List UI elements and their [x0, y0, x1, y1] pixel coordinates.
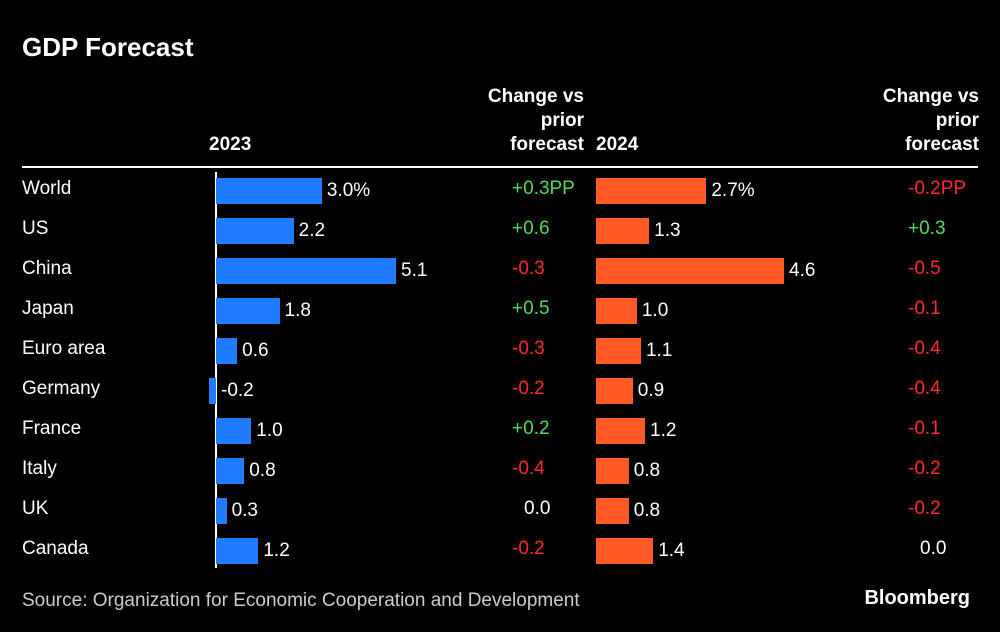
value-label: 1.2	[263, 540, 290, 561]
value-label: 1.3	[654, 220, 681, 241]
bar	[216, 258, 396, 284]
bar	[596, 298, 637, 324]
change-label: -0.2PP	[908, 178, 967, 199]
value-label: 3.0%	[326, 180, 371, 201]
bar	[596, 178, 707, 204]
value-label: 0.3	[231, 500, 258, 521]
change-label: -0.4	[512, 458, 545, 479]
zero-line	[215, 172, 217, 568]
bar	[596, 218, 650, 244]
change-label: -0.4	[908, 378, 941, 399]
category-label: Germany	[22, 378, 101, 399]
credit: Bloomberg	[864, 587, 970, 609]
value-label: 1.8	[284, 300, 311, 321]
source: Source: Organization for Economic Cooper…	[22, 590, 580, 611]
value-label: 1.1	[645, 340, 673, 361]
change-label: +0.3PP	[512, 178, 575, 199]
bar	[216, 298, 280, 324]
bar	[216, 178, 322, 204]
change-label: -0.2	[512, 378, 545, 399]
chart-title: GDP Forecast	[22, 32, 194, 62]
category-label: China	[22, 258, 72, 279]
column-header: 2023	[209, 134, 252, 155]
category-label: US	[22, 218, 49, 239]
column-header: 2024	[596, 134, 639, 155]
bar	[216, 418, 252, 444]
change-label: -0.3	[512, 258, 545, 279]
bar	[216, 338, 238, 364]
change-label: -0.4	[908, 338, 941, 359]
value-label: 1.0	[641, 300, 669, 321]
change-label: -0.1	[908, 298, 941, 319]
bar	[216, 218, 294, 244]
change-header: Change vs prior forecast	[882, 86, 979, 155]
value-label: 0.8	[633, 500, 661, 521]
value-label: 0.8	[249, 460, 276, 481]
change-label: +0.2	[512, 418, 550, 439]
bar	[596, 418, 646, 444]
change-label: -0.1	[908, 418, 941, 439]
change-label: +0.3	[908, 218, 946, 239]
category-label: Euro area	[22, 338, 106, 359]
change-label: -0.3	[512, 338, 545, 359]
category-label: Italy	[22, 458, 57, 479]
value-label: 2.7%	[711, 180, 755, 201]
value-label: 0.6	[242, 340, 269, 361]
change-label: +0.5	[512, 298, 550, 319]
value-label: 4.6	[789, 260, 816, 281]
bar	[596, 538, 654, 564]
change-label: -0.2	[908, 498, 941, 519]
bar	[216, 538, 259, 564]
value-label: 1.0	[256, 420, 283, 441]
header-rule	[22, 166, 978, 168]
change-label: -0.5	[908, 258, 941, 279]
bar	[216, 498, 227, 524]
category-label: Japan	[22, 298, 74, 319]
change-label: -0.2	[908, 458, 941, 479]
value-label: 1.2	[650, 420, 677, 441]
bar	[596, 458, 629, 484]
bar	[208, 378, 216, 404]
category-label: World	[22, 178, 72, 199]
value-label: 1.4	[658, 540, 685, 561]
change-label: -0.2	[512, 538, 545, 559]
value-label: 0.9	[637, 380, 665, 401]
change-label: +0.6	[512, 218, 550, 239]
bar	[596, 498, 629, 524]
value-label: -0.2	[221, 380, 254, 401]
bar	[216, 458, 245, 484]
bar	[596, 338, 641, 364]
category-label: France	[22, 418, 82, 439]
bar	[596, 258, 784, 284]
value-label: 0.8	[633, 460, 661, 481]
change-label: 0.0	[524, 498, 551, 519]
category-label: Canada	[22, 538, 89, 559]
category-label: UK	[22, 498, 49, 519]
change-header: Change vs prior forecast	[487, 86, 584, 155]
value-label: 2.2	[298, 220, 326, 241]
value-label: 5.1	[401, 260, 428, 281]
bar	[596, 378, 633, 404]
change-label: 0.0	[920, 538, 947, 559]
